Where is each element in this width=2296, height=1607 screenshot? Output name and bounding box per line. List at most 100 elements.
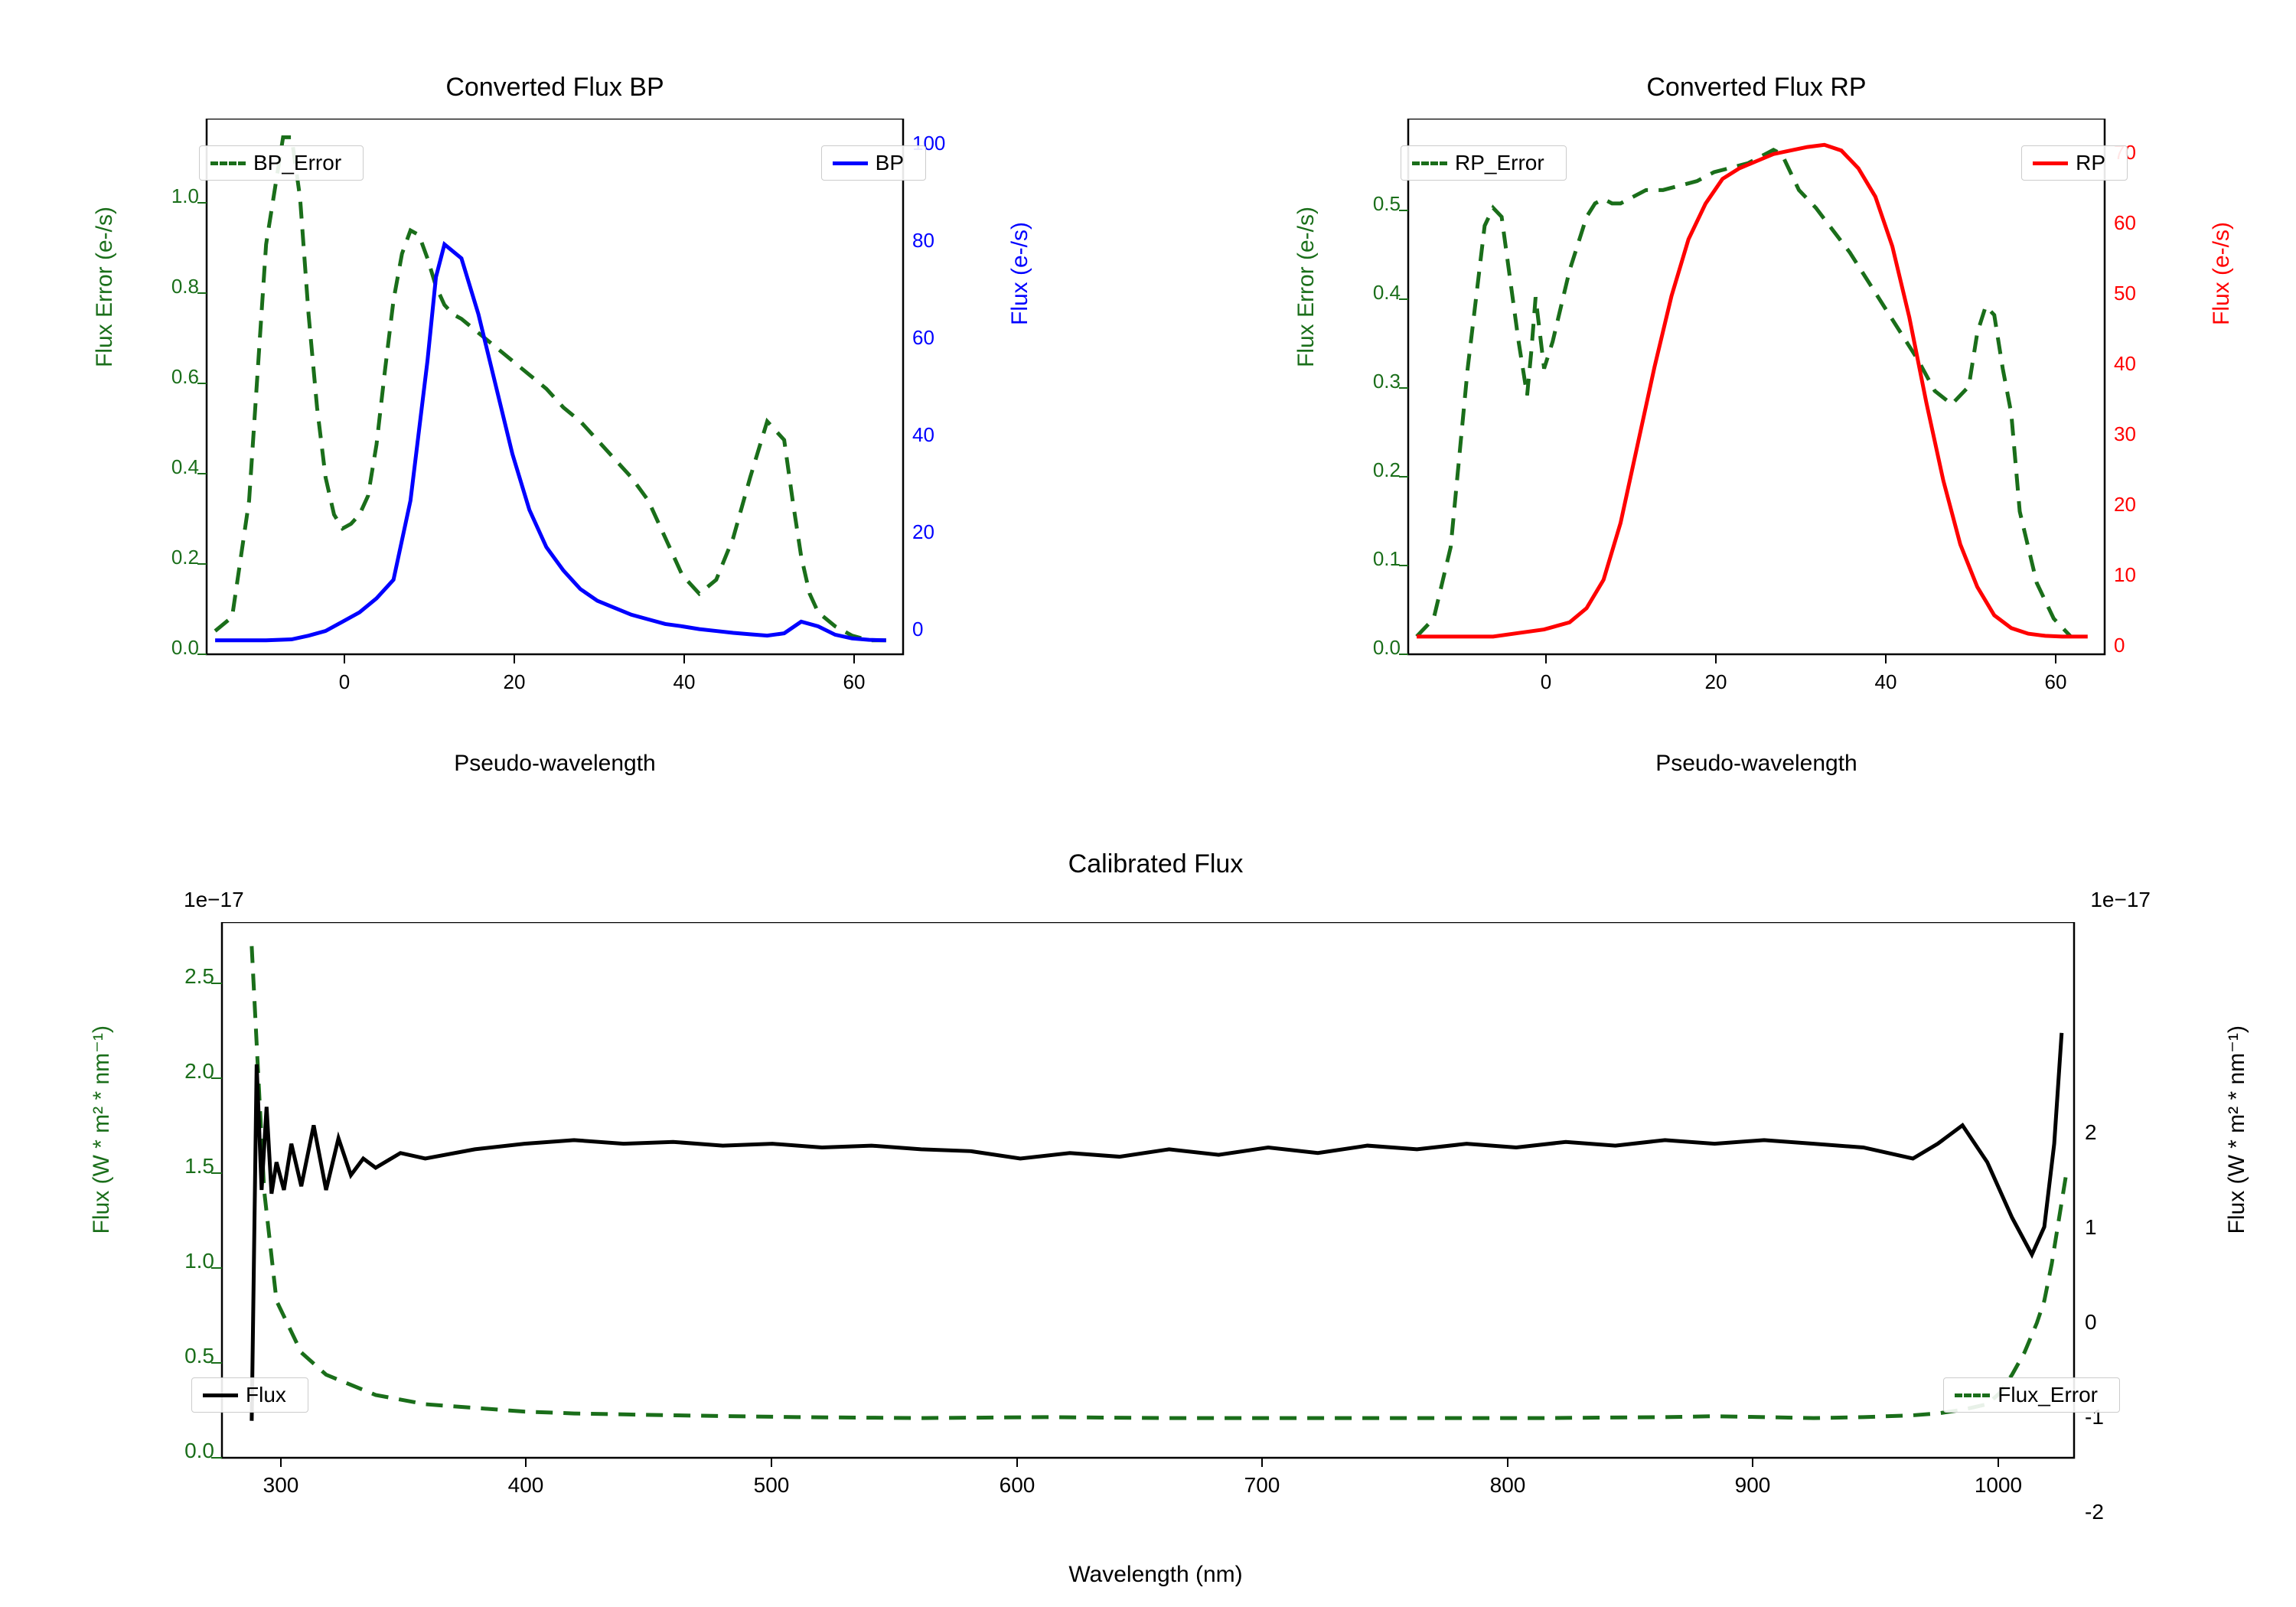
svg-text:0.0: 0.0 — [1373, 636, 1401, 659]
svg-text:0.0: 0.0 — [171, 636, 199, 659]
calibrated-legend-error[interactable]: Flux_Error — [1943, 1377, 2120, 1413]
calibrated-error-legend-label: Flux_Error — [1998, 1383, 2098, 1407]
svg-text:80: 80 — [912, 229, 934, 252]
svg-text:2.5: 2.5 — [184, 964, 214, 988]
calibrated-legend-flux[interactable]: Flux — [191, 1377, 308, 1413]
svg-text:0: 0 — [1541, 670, 1551, 693]
svg-text:40: 40 — [912, 423, 934, 446]
rp-chart-svg: 0.0 0.1 0.2 0.3 0.4 0.5 0 10 20 30 40 — [1347, 119, 2166, 700]
svg-text:800: 800 — [1490, 1473, 1526, 1497]
figure-page: Converted Flux BP Flux Error (e-/s) Flux… — [0, 0, 2296, 1607]
calibrated-ylabel-left: Flux (W * m² * nm⁻¹) — [88, 1025, 115, 1234]
bp-xticks: 0 20 40 60 — [339, 670, 866, 693]
rp-yticks-left: 0.0 0.1 0.2 0.3 0.4 0.5 — [1373, 192, 1401, 659]
bp-ylabel-right: Flux (e-/s) — [1007, 222, 1033, 325]
bp-plot-border — [207, 119, 903, 654]
calibrated-title: Calibrated Flux — [145, 849, 2166, 879]
bp-xticks-marks — [344, 654, 854, 663]
calibrated-ylabel-right: Flux (W * m² * nm⁻¹) — [2223, 1025, 2250, 1234]
svg-text:400: 400 — [508, 1473, 544, 1497]
svg-text:0.6: 0.6 — [171, 365, 199, 388]
svg-text:40: 40 — [2114, 352, 2136, 375]
svg-text:0: 0 — [2085, 1310, 2097, 1334]
svg-text:30: 30 — [2114, 422, 2136, 445]
svg-text:60: 60 — [2114, 211, 2136, 234]
calibrated-flux-line — [252, 1033, 2062, 1421]
rp-flux-swatch — [2033, 161, 2068, 165]
bp-error-swatch — [210, 161, 246, 165]
svg-text:0.1: 0.1 — [1373, 547, 1401, 570]
svg-text:0: 0 — [339, 670, 350, 693]
svg-text:0.5: 0.5 — [1373, 192, 1401, 215]
bp-flux-swatch — [833, 161, 868, 165]
calibrated-xticks: 300 400 500 600 700 800 900 1000 — [263, 1473, 2023, 1497]
rp-xlabel: Pseudo-wavelength — [1347, 751, 2166, 777]
rp-xticks: 0 20 40 60 — [1541, 670, 2067, 693]
svg-text:2.0: 2.0 — [184, 1059, 214, 1083]
svg-text:0: 0 — [2114, 634, 2125, 657]
calibrated-error-swatch — [1955, 1393, 1990, 1397]
rp-error-legend-label: RP_Error — [1455, 151, 1544, 175]
calibrated-exponent-left: 1e−17 — [184, 888, 244, 912]
svg-text:1000: 1000 — [1975, 1473, 2022, 1497]
svg-text:0.8: 0.8 — [171, 275, 199, 298]
bp-yticks-left-marks — [197, 203, 207, 654]
svg-text:0.5: 0.5 — [184, 1344, 214, 1367]
rp-legend-right[interactable]: RP — [2021, 145, 2128, 181]
svg-text:900: 900 — [1735, 1473, 1771, 1497]
svg-text:60: 60 — [2045, 670, 2067, 693]
svg-text:2: 2 — [2085, 1120, 2097, 1144]
svg-text:0.2: 0.2 — [171, 546, 199, 569]
rp-ylabel-left: Flux Error (e-/s) — [1293, 207, 1319, 367]
svg-text:0: 0 — [912, 618, 923, 641]
bp-legend-left[interactable]: BP_Error — [199, 145, 364, 181]
calibrated-exponent-right: 1e−17 — [2090, 888, 2151, 912]
svg-text:1.0: 1.0 — [184, 1249, 214, 1273]
svg-text:600: 600 — [1000, 1473, 1035, 1497]
bp-yticks-left: 0.0 0.2 0.4 0.6 0.8 1.0 — [171, 184, 199, 659]
svg-text:1.0: 1.0 — [171, 184, 199, 207]
rp-yticks-left-marks — [1399, 210, 1408, 654]
svg-text:40: 40 — [1875, 670, 1897, 693]
rp-panel: Converted Flux RP Flux Error (e-/s) Flux… — [1347, 73, 2166, 723]
svg-text:0.4: 0.4 — [1373, 281, 1401, 304]
svg-text:60: 60 — [843, 670, 866, 693]
rp-plot-border — [1408, 119, 2105, 654]
rp-xticks-marks — [1546, 654, 2056, 663]
rp-legend-left[interactable]: RP_Error — [1401, 145, 1567, 181]
svg-text:0.2: 0.2 — [1373, 458, 1401, 481]
calibrated-xticks-marks — [281, 1458, 1998, 1467]
svg-text:1.5: 1.5 — [184, 1154, 214, 1178]
rp-yticks-right: 0 10 20 30 40 50 60 70 — [2114, 141, 2136, 657]
rp-error-swatch — [1412, 161, 1447, 165]
svg-text:20: 20 — [504, 670, 526, 693]
svg-text:20: 20 — [912, 520, 934, 543]
rp-title: Converted Flux RP — [1347, 73, 2166, 103]
svg-text:20: 20 — [1705, 670, 1727, 693]
svg-text:1: 1 — [2085, 1215, 2097, 1239]
calibrated-chart-svg: 0.0 0.5 1.0 1.5 2.0 2.5 2 1 0 -1 -2 — [145, 922, 2166, 1519]
bp-error-line — [215, 137, 886, 640]
svg-text:60: 60 — [912, 326, 934, 349]
bp-panel: Converted Flux BP Flux Error (e-/s) Flux… — [145, 73, 964, 723]
svg-text:0.3: 0.3 — [1373, 370, 1401, 393]
rp-flux-line — [1417, 145, 2088, 637]
rp-error-line — [1417, 150, 2071, 637]
svg-text:50: 50 — [2114, 282, 2136, 305]
svg-text:700: 700 — [1244, 1473, 1280, 1497]
calibrated-flux-legend-label: Flux — [246, 1383, 286, 1407]
calibrated-xlabel: Wavelength (nm) — [145, 1562, 2166, 1588]
bp-ylabel-left: Flux Error (e-/s) — [92, 207, 118, 367]
svg-text:500: 500 — [754, 1473, 790, 1497]
svg-text:-2: -2 — [2085, 1500, 2104, 1519]
calibrated-error-line — [252, 946, 2066, 1418]
rp-flux-legend-label: RP — [2076, 151, 2105, 175]
calibrated-panel: Calibrated Flux Flux (W * m² * nm⁻¹) Flu… — [145, 849, 2166, 1538]
svg-text:40: 40 — [673, 670, 696, 693]
bp-xlabel: Pseudo-wavelength — [145, 751, 964, 777]
rp-ylabel-right: Flux (e-/s) — [2209, 222, 2235, 325]
bp-legend-right[interactable]: BP — [821, 145, 926, 181]
svg-text:0.0: 0.0 — [184, 1439, 214, 1462]
bp-error-legend-label: BP_Error — [253, 151, 341, 175]
svg-text:0.4: 0.4 — [171, 455, 199, 478]
